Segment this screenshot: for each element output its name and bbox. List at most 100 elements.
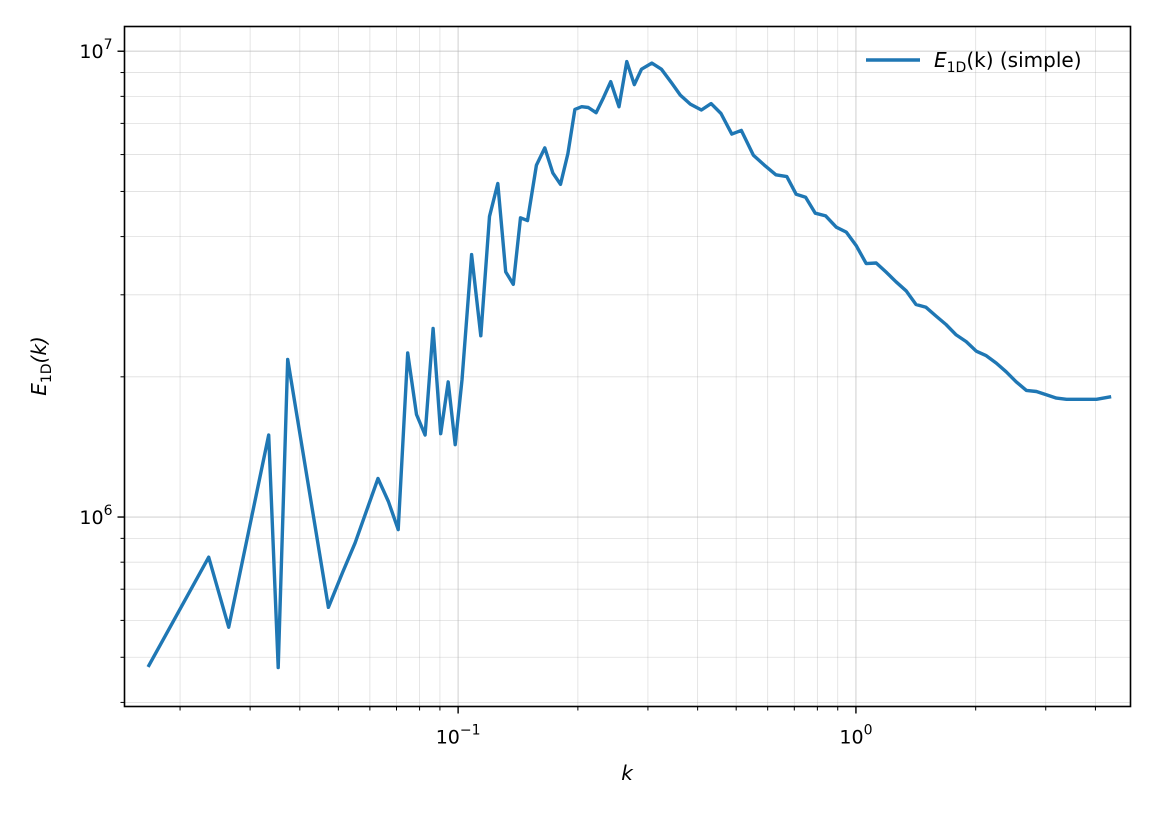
data-point (1055, 397, 1057, 399)
data-point (1015, 381, 1017, 383)
data-point (407, 352, 409, 354)
data-point (752, 154, 754, 156)
data-point (595, 112, 597, 114)
data-point (775, 174, 777, 176)
data-point (1075, 398, 1077, 400)
data-point (415, 413, 417, 415)
data-point (660, 68, 662, 70)
data-point (865, 262, 867, 264)
data-point (763, 164, 765, 166)
data-point (397, 528, 399, 530)
data-point (925, 306, 927, 308)
data-point (985, 355, 987, 357)
data-point (1045, 394, 1047, 396)
data-point (731, 133, 733, 135)
data-point (268, 434, 270, 436)
data-point (626, 60, 628, 62)
data-point (905, 290, 907, 292)
data-point (287, 358, 289, 360)
data-point (610, 81, 612, 83)
data-point (432, 327, 434, 329)
data-point (618, 106, 620, 108)
data-point (208, 556, 210, 558)
data-point (875, 262, 877, 264)
plot-frame (123, 25, 1132, 708)
axis-ticks (117, 50, 1096, 714)
data-point (804, 196, 806, 198)
data-point (327, 606, 329, 608)
data-point (497, 182, 499, 184)
data-point (1095, 398, 1097, 400)
data-point (505, 271, 507, 273)
data-point (935, 315, 937, 317)
data-point (519, 217, 521, 219)
data-point (915, 303, 917, 305)
data-point (955, 334, 957, 336)
data-point (640, 68, 642, 70)
data-point (544, 147, 546, 149)
y-tick-label: 107 (79, 37, 112, 63)
series-layer (146, 59, 1112, 670)
data-point (835, 226, 837, 228)
data-point (651, 62, 653, 64)
data-point (995, 362, 997, 364)
data-point (424, 434, 426, 436)
legend: E1D(k) (simple) (866, 48, 1082, 76)
data-point (1025, 389, 1027, 391)
data-point (148, 664, 150, 666)
data-point (581, 106, 583, 108)
data-point (975, 350, 977, 352)
data-point (461, 379, 463, 381)
series-line-0 (146, 59, 1112, 670)
data-point (1085, 398, 1087, 400)
data-point (512, 283, 514, 285)
data-point (341, 571, 343, 573)
data-point (814, 212, 816, 214)
data-point (387, 500, 389, 502)
data-point (377, 477, 379, 479)
data-point (1005, 371, 1007, 373)
data-point (885, 271, 887, 273)
data-point (1108, 396, 1110, 398)
data-point (689, 103, 691, 105)
data-point (454, 444, 456, 446)
data-point (277, 666, 279, 668)
data-point (855, 245, 857, 247)
data-point (228, 626, 230, 628)
y-axis-label: E1D(k) (27, 336, 55, 396)
data-point (602, 96, 604, 98)
data-point (470, 253, 472, 255)
data-point (786, 175, 788, 177)
data-point (354, 542, 356, 544)
data-point (710, 102, 712, 104)
data-point (679, 94, 681, 96)
data-point (795, 193, 797, 195)
y-tick-label: 106 (79, 503, 112, 529)
data-point (945, 323, 947, 325)
grid-lines (124, 26, 1131, 707)
data-point (700, 109, 702, 111)
x-tick-label: 10−1 (436, 723, 481, 749)
data-point (720, 112, 722, 114)
legend-entry: E1D(k) (simple) (934, 48, 1082, 76)
data-point (895, 281, 897, 283)
data-point (552, 172, 554, 174)
data-point (1065, 398, 1067, 400)
data-point (559, 183, 561, 185)
data-point (447, 381, 449, 383)
data-point (845, 231, 847, 233)
tick-labels: 10−1 100 106 107 (79, 37, 872, 748)
data-point (488, 215, 490, 217)
data-point (480, 335, 482, 337)
x-tick-label: 100 (839, 723, 872, 749)
data-point (526, 219, 528, 221)
data-point (535, 164, 537, 166)
data-point (670, 82, 672, 84)
x-axis-label: k (621, 761, 634, 785)
data-point (587, 106, 589, 108)
data-point (1035, 390, 1037, 392)
data-point (740, 129, 742, 131)
data-point (633, 83, 635, 85)
data-point (567, 152, 569, 154)
data-point (440, 433, 442, 435)
